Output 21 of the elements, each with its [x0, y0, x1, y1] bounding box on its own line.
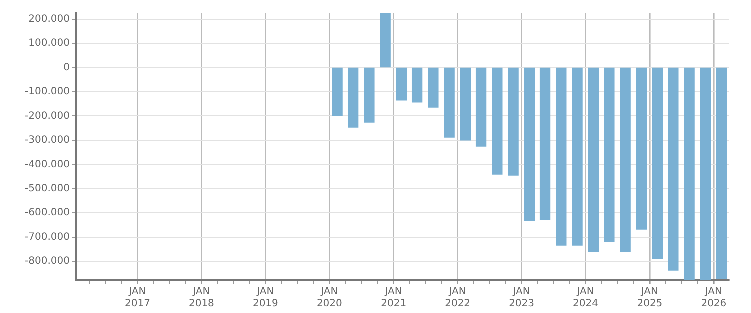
- y-tick-label: 200.000: [28, 14, 70, 25]
- y-tick-label: -500.000: [25, 183, 70, 194]
- x-tick-label: JAN 2019: [252, 286, 278, 310]
- x-tick-label: JAN 2025: [637, 286, 663, 310]
- x-tick-label: JAN 2023: [509, 286, 535, 310]
- y-tick-label: -100.000: [25, 86, 70, 98]
- x-tick-label: JAN 2017: [124, 286, 150, 310]
- x-tick-label: JAN 2026: [701, 286, 727, 310]
- x-tick-label: JAN 2024: [573, 286, 599, 310]
- y-tick-label: -600.000: [25, 208, 70, 219]
- y-tick-label: 0: [64, 62, 70, 74]
- y-tick-label: 100.000: [28, 38, 70, 50]
- x-tick-label: JAN 2021: [381, 286, 407, 310]
- y-tick-label: -200.000: [25, 110, 70, 122]
- x-tick-label: JAN 2022: [445, 286, 471, 310]
- y-tick-label: -300.000: [25, 135, 70, 146]
- y-tick-label: -400.000: [25, 159, 70, 170]
- y-tick-label: -800.000: [25, 256, 70, 268]
- x-tick-label: JAN 2018: [188, 286, 214, 310]
- x-tick-label: JAN 2020: [316, 286, 342, 310]
- y-tick-label: -700.000: [25, 232, 70, 243]
